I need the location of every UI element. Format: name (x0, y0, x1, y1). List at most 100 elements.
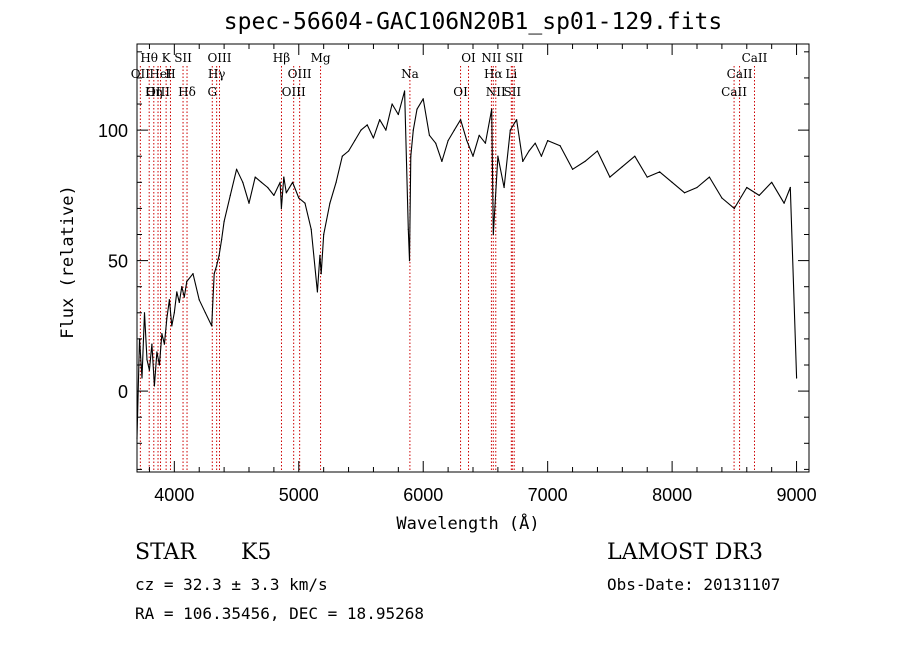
spectrum-point-47 (319, 254, 321, 256)
y-tick-label-100: 100 (98, 121, 128, 141)
spectrum-point-56 (366, 124, 368, 126)
spectrum-point-89 (547, 139, 549, 142)
line-marker-label-19: Hα (484, 67, 503, 81)
spectrum-point-69 (428, 134, 431, 136)
spectrum-point-33 (248, 202, 250, 204)
spectrum-point-10 (161, 333, 163, 335)
spectrum-point-104 (733, 207, 735, 210)
x-tick-label-6000: 6000 (403, 485, 443, 505)
spectrum-point-103 (721, 197, 723, 199)
plot-frame (136, 43, 810, 473)
spectrum-point-18 (181, 286, 183, 288)
spectrum-point-27 (218, 254, 220, 256)
spectrum-point-9 (158, 364, 160, 366)
line-marker-label-21: NII (481, 51, 501, 65)
line-marker-label-8: Hδ (178, 85, 196, 99)
spectrum-point-23 (204, 312, 207, 314)
spectrum-point-66 (412, 129, 414, 131)
spectrum-point-83 (509, 129, 511, 131)
spectrum-point-30 (229, 194, 231, 196)
spectrum-point-40 (283, 176, 285, 178)
spectrum-point-3 (143, 312, 146, 314)
survey-label: LAMOST DR3 (607, 540, 763, 565)
spectrum-point-58 (379, 119, 381, 121)
spectrum-point-84 (515, 119, 518, 121)
spectrum-point-35 (260, 181, 263, 183)
y-axis-label: Flux (relative) (58, 185, 78, 339)
line-marker-label-0: Hθ (140, 51, 158, 65)
spectrum-point-110 (795, 377, 798, 379)
spectrum-point-44 (304, 202, 306, 204)
line-marker-label-1: OII (131, 67, 151, 81)
spectrum-point-75 (466, 139, 468, 142)
spectrum-point-8 (156, 351, 158, 353)
spectrum-point-106 (758, 194, 760, 196)
spectrum-point-29 (223, 220, 225, 223)
spectrum-point-54 (354, 139, 356, 142)
x-tick-label-5000: 5000 (279, 485, 319, 505)
spectrum-point-109 (789, 186, 791, 189)
spectrum-point-70 (435, 142, 437, 144)
spectrum-point-91 (571, 168, 574, 170)
spectrum-point-52 (341, 155, 343, 157)
spectrum-point-28 (221, 239, 223, 241)
spectrum-point-71 (441, 160, 443, 163)
spectrum-point-55 (360, 129, 362, 131)
spectrum-point-76 (472, 155, 474, 157)
line-marker-label-13: OIII (288, 67, 312, 81)
line-marker-label-10: Hγ (208, 67, 226, 81)
spectrum-point-34 (254, 176, 256, 178)
spectrum-point-80 (492, 233, 494, 236)
y-tick-label-50: 50 (108, 252, 128, 272)
spectrum-point-100 (683, 192, 686, 194)
spectrum-point-85 (522, 160, 524, 163)
spectrum-point-31 (235, 168, 238, 170)
spectrum-point-21 (192, 273, 194, 275)
line-marker-label-3: K (162, 51, 172, 65)
spectrum-point-94 (609, 176, 611, 178)
x-tick-label-7000: 7000 (528, 485, 568, 505)
spectrum-point-78 (484, 142, 487, 144)
line-marker-label-26: CaII (721, 85, 747, 99)
x-tick-label-8000: 8000 (652, 485, 692, 505)
spectrum-point-26 (216, 265, 218, 267)
spectrum-point-42 (291, 181, 294, 183)
spectrum-point-105 (746, 186, 748, 189)
spectrum-point-72 (447, 139, 449, 142)
coordinates-text: RA = 106.35456, DEC = 18.95268 (135, 604, 424, 623)
spectrum-point-12 (166, 317, 168, 319)
spectrum-point-51 (335, 181, 337, 183)
spectrum-point-4 (146, 359, 148, 361)
spectrum-point-77 (478, 134, 480, 136)
line-marker-label-7: H (165, 67, 175, 81)
spectrum-point-20 (186, 280, 188, 283)
chart-title: spec-56604-GAC106N20B1_sp01-129.fits (223, 9, 723, 35)
line-marker-label-5: Hη (145, 85, 163, 99)
spectrum-point-62 (403, 90, 406, 92)
spectrum-point-57 (372, 137, 375, 139)
spectrum-point-32 (242, 181, 244, 183)
spectrum-point-107 (771, 181, 773, 183)
line-marker-label-17: OI (453, 85, 468, 99)
spectrum-point-11 (163, 343, 165, 345)
object-subclass-label: K5 (241, 540, 272, 565)
spectrum-point-7 (153, 385, 156, 387)
line-marker-label-18: OI (461, 51, 476, 65)
spectrum-point-53 (347, 150, 350, 152)
spectrum-point-102 (708, 176, 711, 178)
spectrum-point-36 (267, 186, 269, 189)
line-marker-label-4: HeI (149, 67, 172, 81)
spectrum-point-64 (408, 260, 411, 262)
redshift-text: cz = 32.3 ± 3.3 km/s (135, 575, 328, 594)
spectrum-point-63 (407, 228, 409, 230)
obs-date-text: Obs-Date: 20131107 (607, 575, 781, 594)
y-tick-label-0: 0 (118, 382, 128, 402)
spectrum-point-97 (646, 176, 648, 178)
spectrum-point-108 (783, 202, 785, 204)
spectrum-point-39 (280, 207, 282, 210)
spectrum-point-14 (171, 325, 173, 327)
spectrum-point-22 (198, 299, 200, 301)
spectrum-point-17 (178, 301, 180, 303)
line-marker-label-11: G (207, 85, 217, 99)
